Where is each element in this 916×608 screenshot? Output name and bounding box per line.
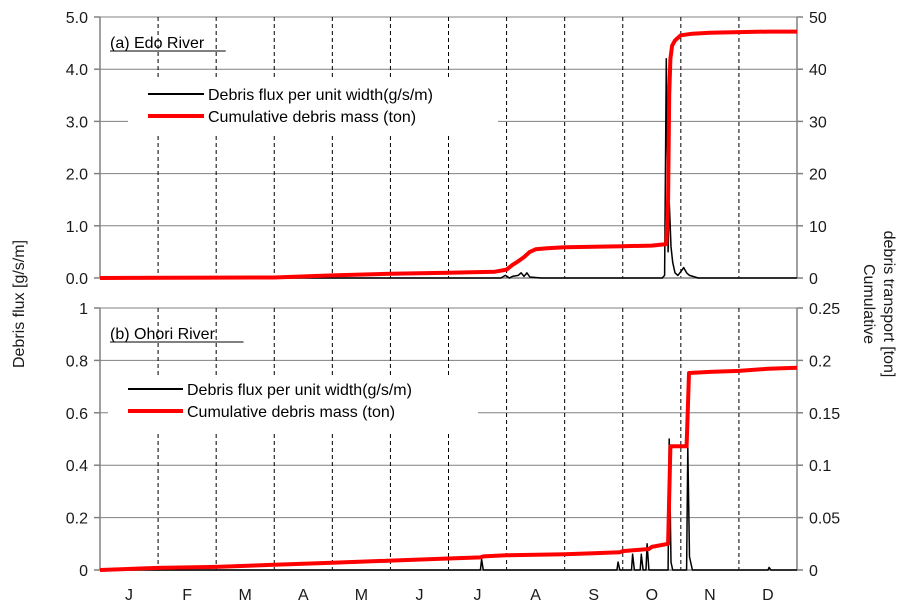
right-tick-label: 0.05 (809, 511, 840, 528)
month-label: J (415, 587, 423, 604)
legend-cumulative-label: Cumulative debris mass (ton) (187, 404, 395, 421)
cumulative-mass-line (99, 365, 798, 572)
left-tick-label: 0.0 (66, 271, 88, 288)
month-label: D (762, 587, 774, 604)
left-tick-label: 0.8 (66, 353, 88, 370)
right-tick-label: 0.1 (809, 458, 831, 475)
right-tick-label: 0.2 (809, 353, 831, 370)
panel-edo-river: 0.0 1.0 2.0 3.0 4.0 5.0 0 10 20 30 40 50 (a) Edo Riv… (66, 10, 827, 288)
right-tick-label: 40 (809, 62, 827, 79)
month-label: J (125, 587, 133, 604)
panel-title-b: (b) Ohori River (110, 326, 216, 343)
left-tick-label: 4.0 (66, 62, 88, 79)
legend-cumulative-label: Cumulative debris mass (ton) (208, 109, 416, 126)
right-tick-label: 0.25 (809, 301, 840, 318)
left-tick-label: 2.0 (66, 167, 88, 184)
month-label: J (474, 587, 482, 604)
month-label: A (530, 587, 541, 604)
right-tick-label: 20 (809, 167, 827, 184)
left-tick-label: 0.6 (66, 406, 88, 423)
panel-title-a: (a) Edo River (110, 35, 205, 52)
left-tick-label: 0.2 (66, 511, 88, 528)
left-tick-label: 3.0 (66, 114, 88, 131)
legend-box (128, 80, 498, 136)
right-axis-title-line2: debris transport [ton] (880, 231, 897, 378)
right-tick-label: 0 (809, 271, 818, 288)
left-tick-label: 1.0 (66, 219, 88, 236)
legend-box (108, 375, 478, 431)
month-label: M (355, 587, 368, 604)
legend-flux-label: Debris flux per unit width(g/s/m) (208, 87, 433, 104)
right-tick-label: 0 (809, 563, 818, 580)
right-axis-title-line1: Cumulative (860, 264, 877, 344)
legend-flux-label: Debris flux per unit width(g/s/m) (187, 382, 412, 399)
left-tick-label: 1 (79, 301, 88, 318)
month-label: S (588, 587, 599, 604)
debris-flux-line (100, 58, 797, 279)
month-label: A (298, 587, 309, 604)
left-axis-title: Debris flux [g/s/m] (11, 240, 28, 368)
month-label: M (239, 587, 252, 604)
left-tick-label: 0.4 (66, 458, 88, 475)
debris-flux-line (100, 438, 797, 571)
month-label: O (646, 587, 658, 604)
month-label: N (704, 587, 716, 604)
left-tick-label: 0 (79, 563, 88, 580)
month-label: F (182, 587, 192, 604)
cumulative-mass-line (99, 29, 797, 280)
left-tick-label: 5.0 (66, 10, 88, 27)
right-tick-label: 30 (809, 114, 827, 131)
panel-ohori-river: 0 0.2 0.4 0.6 0.8 1 0 0.05 0.1 0.15 0.2 0.25 (b) Oho… (66, 301, 840, 580)
right-tick-label: 50 (809, 10, 827, 27)
right-tick-label: 10 (809, 219, 827, 236)
right-tick-label: 0.15 (809, 406, 840, 423)
